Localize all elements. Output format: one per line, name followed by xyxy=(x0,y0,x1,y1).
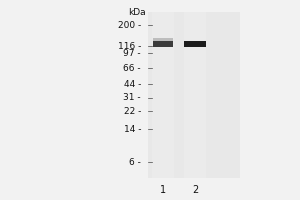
Text: 44 -: 44 - xyxy=(124,80,141,89)
Text: 66 -: 66 - xyxy=(123,64,141,73)
Text: 1: 1 xyxy=(160,185,166,195)
Bar xyxy=(153,38,173,41)
Text: 200 -: 200 - xyxy=(118,21,141,30)
Bar xyxy=(184,41,206,47)
Bar xyxy=(184,12,206,178)
Text: 97 -: 97 - xyxy=(123,49,141,58)
Bar xyxy=(153,41,173,47)
Text: 31 -: 31 - xyxy=(123,93,141,102)
Text: 14 -: 14 - xyxy=(124,125,141,134)
Text: 2: 2 xyxy=(192,185,198,195)
Text: kDa: kDa xyxy=(128,8,146,17)
Bar xyxy=(148,12,240,178)
Text: 116 -: 116 - xyxy=(118,42,141,51)
Text: 6 -: 6 - xyxy=(129,158,141,167)
Bar xyxy=(152,12,174,178)
Text: 22 -: 22 - xyxy=(124,107,141,116)
